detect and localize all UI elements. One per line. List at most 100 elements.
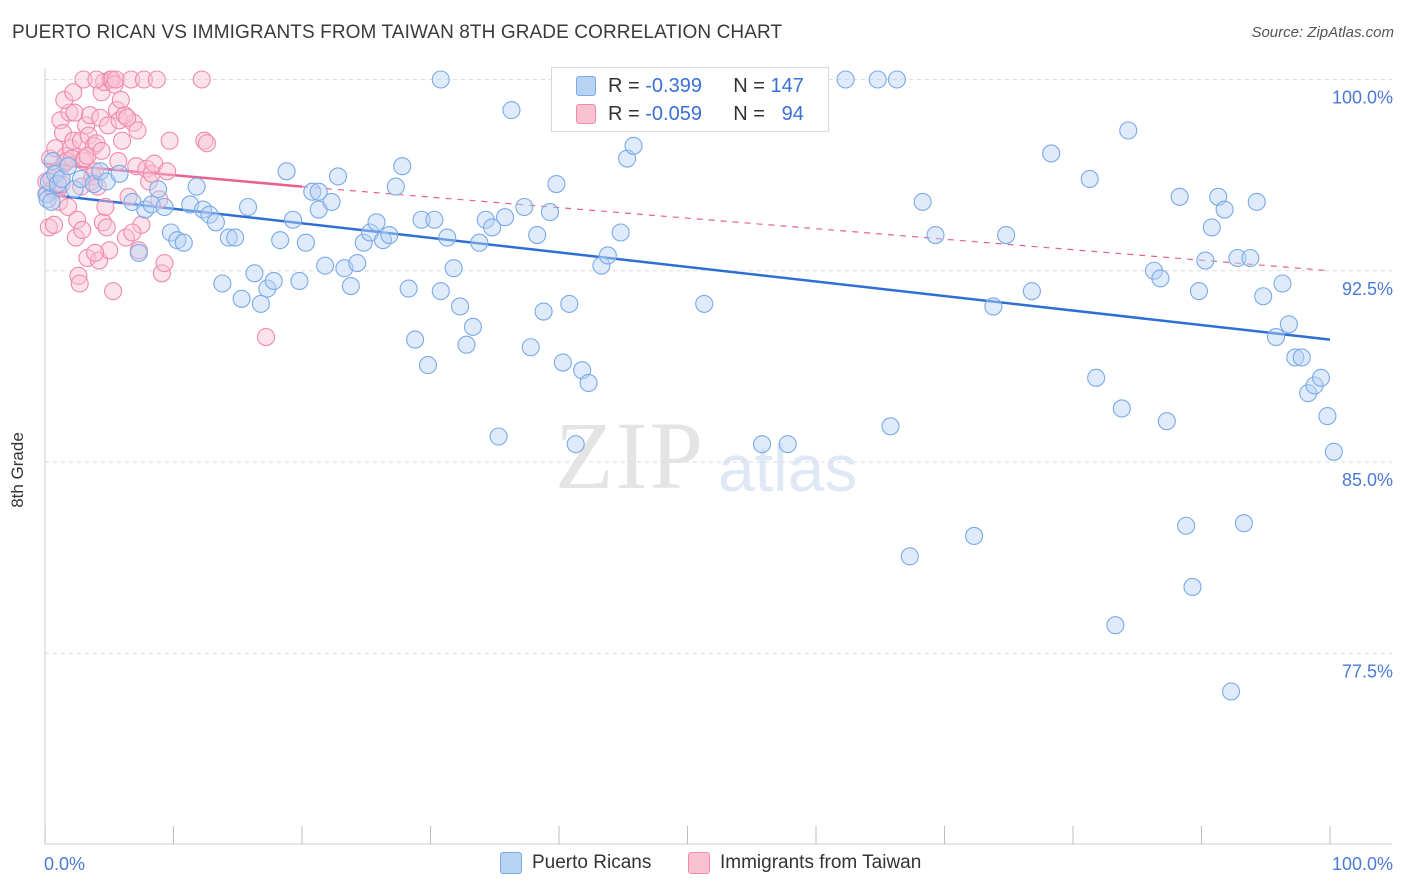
- taiwan-point: [118, 108, 137, 127]
- puerto-rican-point: [540, 203, 560, 222]
- taiwan-point: [128, 121, 147, 140]
- puerto-rican-point: [354, 233, 373, 252]
- puerto-rican-point: [322, 192, 341, 211]
- puerto-rican-point: [592, 256, 611, 275]
- puerto-rican-point: [245, 264, 264, 283]
- taiwan-point: [87, 70, 106, 89]
- taiwan-point: [106, 70, 125, 89]
- puerto-rican-point: [283, 210, 303, 229]
- n-label: N =: [733, 74, 765, 97]
- puerto-rican-point: [219, 228, 238, 247]
- puerto-rican-point: [1279, 315, 1298, 334]
- puerto-rican-point: [1177, 516, 1196, 535]
- puerto-rican-point: [264, 271, 283, 291]
- puerto-rican-point: [900, 547, 919, 566]
- puerto-rican-point: [598, 246, 617, 265]
- puerto-rican-point: [1157, 412, 1176, 431]
- puerto-rican-point: [1080, 169, 1099, 188]
- puerto-rican-point: [553, 353, 572, 372]
- taiwan-swatch: [576, 104, 596, 124]
- puerto-rican-point: [418, 356, 437, 375]
- taiwan-point: [115, 106, 134, 125]
- taiwan-point: [100, 241, 119, 260]
- puerto-rican-point: [1273, 274, 1292, 293]
- taiwan-point: [69, 266, 88, 285]
- watermark-atlas: atlas: [718, 431, 858, 505]
- puerto-rican-point: [489, 427, 508, 446]
- puerto-rican-point: [547, 175, 566, 194]
- puerto-rican-point: [881, 417, 900, 436]
- taiwan-point: [158, 162, 177, 181]
- puerto-rican-point: [309, 182, 328, 201]
- taiwan-trend-line-extended: [301, 186, 1331, 272]
- puerto-rican-point: [438, 228, 457, 247]
- taiwan-point: [92, 141, 111, 160]
- x-tick-label-max: 100.0%: [1332, 854, 1393, 874]
- puerto-rican-point: [887, 70, 907, 89]
- taiwan-point: [256, 327, 276, 347]
- puerto-rican-point: [238, 197, 258, 217]
- puerto-rican-point: [1234, 514, 1253, 533]
- puerto-rican-point: [463, 317, 482, 336]
- puerto-rican-point: [341, 276, 360, 296]
- puerto-rican-point: [393, 157, 412, 176]
- x-tick-label-min: 0.0%: [44, 854, 85, 874]
- taiwan-point: [155, 254, 174, 273]
- puerto-rican-point: [451, 297, 470, 316]
- taiwan-point: [113, 131, 132, 150]
- puerto-rican-point: [271, 231, 290, 250]
- puerto-rican-point: [926, 226, 945, 245]
- puerto-rican-point: [1292, 348, 1311, 367]
- puerto-rican-point: [1241, 248, 1260, 268]
- taiwan-legend-swatch: [688, 852, 710, 874]
- puerto-rican-point: [1318, 407, 1337, 426]
- taiwan-point: [197, 134, 216, 153]
- puerto-rican-point: [296, 233, 315, 252]
- taiwan-point: [65, 103, 84, 122]
- taiwan-point: [142, 164, 161, 183]
- r-label: R =: [608, 74, 640, 97]
- puerto-rican-point: [965, 526, 984, 546]
- taiwan-point: [127, 157, 146, 176]
- taiwan-point: [96, 197, 115, 217]
- puerto-rican-point: [226, 228, 245, 247]
- y-tick-label: 85.0%: [1342, 470, 1393, 490]
- puerto-rican-point: [412, 210, 431, 229]
- puerto-rican-point: [1183, 577, 1202, 597]
- puerto-rican-point: [155, 197, 174, 217]
- taiwan-point: [66, 228, 85, 247]
- taiwan-point: [73, 220, 92, 239]
- puerto-rican-point: [521, 338, 540, 357]
- puerto-rican-point: [515, 197, 534, 217]
- puerto-rican-point: [1144, 261, 1164, 280]
- puerto-rican-point: [149, 180, 168, 199]
- series-legend: Puerto Ricans Immigrants from Taiwan: [0, 852, 1406, 878]
- legend-row-puerto-ricans: R = -0.399 N = 147: [552, 72, 804, 100]
- puerto-rican-point: [1196, 251, 1215, 270]
- puerto-ricans-r-value: -0.399: [645, 74, 702, 97]
- taiwan-point: [74, 70, 93, 89]
- taiwan-point: [192, 70, 211, 89]
- taiwan-point: [70, 274, 89, 293]
- puerto-rican-point: [380, 226, 399, 245]
- tick-labels: 100.0% 92.5% 85.0% 77.5% 0.0% 100.0%: [44, 88, 1393, 875]
- puerto-rican-point: [1170, 187, 1189, 206]
- puerto-rican-point: [695, 294, 714, 313]
- taiwan-point: [39, 218, 58, 237]
- puerto-rican-point: [129, 243, 148, 262]
- puerto-rican-point: [206, 213, 225, 232]
- puerto-rican-point: [200, 205, 219, 224]
- taiwan-r-value: -0.059: [645, 102, 702, 125]
- chart-title: PUERTO RICAN VS IMMIGRANTS FROM TAIWAN 8…: [12, 22, 783, 43]
- puerto-rican-point: [348, 254, 367, 273]
- legend-item-puerto-ricans: Puerto Ricans: [500, 852, 651, 874]
- puerto-rican-point: [161, 223, 180, 242]
- puerto-rican-point: [328, 167, 348, 186]
- puerto-rican-point: [1022, 282, 1041, 301]
- taiwan-point: [79, 126, 98, 145]
- puerto-rican-point: [1247, 192, 1266, 211]
- gridlines: [45, 79, 1392, 654]
- correlation-legend: R = -0.399 N = 147 R = -0.059 N = 94: [551, 67, 829, 132]
- puerto-rican-point: [444, 259, 463, 278]
- puerto-rican-point: [1222, 682, 1241, 701]
